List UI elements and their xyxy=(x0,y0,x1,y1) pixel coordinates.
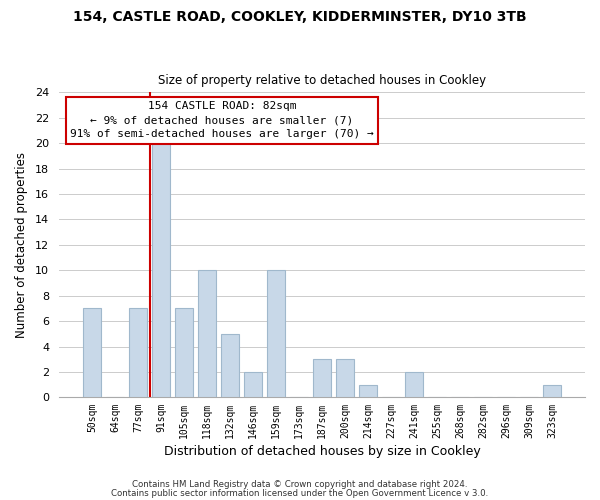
Bar xyxy=(313,360,331,398)
Bar xyxy=(542,384,561,398)
Bar xyxy=(267,270,285,398)
Bar xyxy=(152,143,170,398)
Bar xyxy=(83,308,101,398)
Bar xyxy=(336,360,354,398)
Bar xyxy=(244,372,262,398)
Bar xyxy=(175,308,193,398)
Y-axis label: Number of detached properties: Number of detached properties xyxy=(15,152,28,338)
Title: Size of property relative to detached houses in Cookley: Size of property relative to detached ho… xyxy=(158,74,486,87)
Bar xyxy=(405,372,423,398)
Text: 154 CASTLE ROAD: 82sqm
← 9% of detached houses are smaller (7)
91% of semi-detac: 154 CASTLE ROAD: 82sqm ← 9% of detached … xyxy=(70,102,374,140)
Text: Contains public sector information licensed under the Open Government Licence v : Contains public sector information licen… xyxy=(112,489,488,498)
Text: Contains HM Land Registry data © Crown copyright and database right 2024.: Contains HM Land Registry data © Crown c… xyxy=(132,480,468,489)
Bar xyxy=(129,308,147,398)
Bar xyxy=(198,270,216,398)
Bar xyxy=(359,384,377,398)
Bar xyxy=(221,334,239,398)
X-axis label: Distribution of detached houses by size in Cookley: Distribution of detached houses by size … xyxy=(164,444,481,458)
Text: 154, CASTLE ROAD, COOKLEY, KIDDERMINSTER, DY10 3TB: 154, CASTLE ROAD, COOKLEY, KIDDERMINSTER… xyxy=(73,10,527,24)
